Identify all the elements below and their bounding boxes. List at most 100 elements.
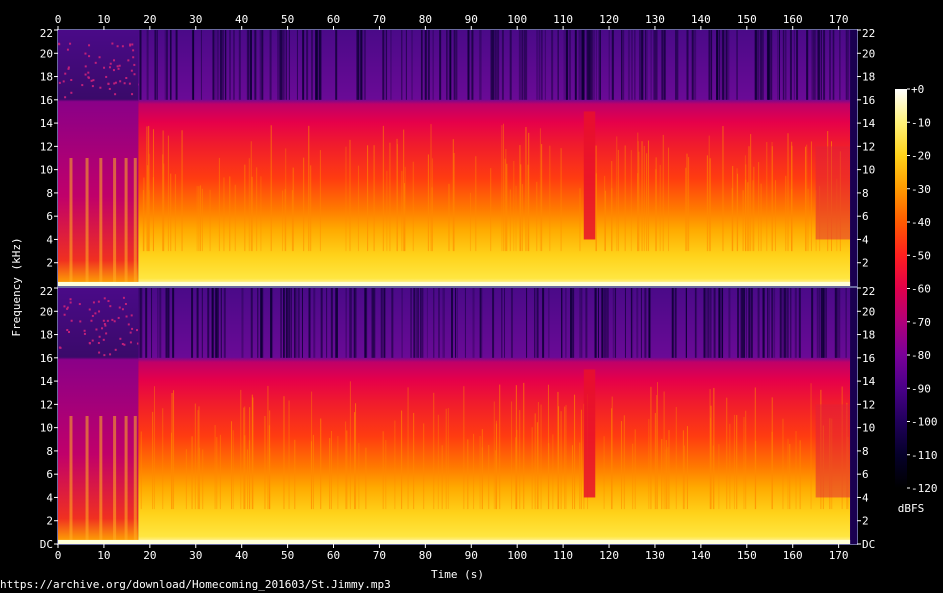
intro-fleck — [107, 82, 110, 85]
intro-fleck — [121, 308, 124, 311]
intro-fleck — [112, 69, 115, 72]
intro-fleck — [117, 316, 120, 319]
upper-streak — [364, 288, 366, 358]
mid-streak — [243, 407, 245, 510]
mid-streak — [198, 186, 200, 252]
y-tick-label: 10 — [40, 422, 53, 435]
mid-streak — [441, 445, 443, 510]
intro-fleck — [79, 320, 82, 323]
mid-streak — [445, 408, 447, 510]
mid-streak — [611, 161, 613, 252]
colorbar-tick-label: -20 — [911, 150, 931, 163]
dc-band — [58, 281, 851, 286]
mid-streak — [572, 445, 574, 510]
mid-streak — [288, 400, 290, 510]
mid-streak — [737, 173, 739, 252]
upper-streak — [140, 288, 143, 358]
mid-streak — [201, 188, 203, 252]
mid-streak — [199, 185, 201, 252]
x-tick-label: 40 — [235, 549, 248, 562]
intro-fleck — [136, 329, 139, 332]
mid-streak — [427, 154, 429, 252]
upper-streak — [578, 30, 581, 100]
mid-streak — [357, 165, 359, 252]
mid-streak — [736, 168, 738, 252]
upper-streak — [812, 30, 815, 100]
upper-streak — [371, 288, 374, 358]
intro-fleck — [130, 314, 133, 317]
x-tick-label: 0 — [55, 549, 62, 562]
mid-streak — [401, 410, 403, 510]
upper-streak — [405, 30, 407, 100]
intro-note — [85, 158, 89, 286]
upper-streak — [737, 288, 740, 358]
upper-streak — [283, 288, 285, 358]
end-silence — [850, 288, 857, 544]
mid-streak — [726, 397, 728, 510]
mid-streak — [807, 188, 809, 252]
y-tick-label: 4 — [862, 491, 869, 504]
mid-streak — [386, 170, 388, 252]
intro-fleck — [68, 331, 71, 334]
mid-streak — [787, 133, 789, 252]
upper-streak — [820, 30, 822, 100]
upper-streak — [783, 288, 786, 358]
upper-streak — [691, 30, 694, 100]
mid-streak — [345, 146, 347, 252]
upper-streak — [593, 30, 595, 100]
upper-streak — [315, 30, 318, 100]
mid-streak — [603, 436, 605, 510]
intro-fleck — [111, 318, 114, 321]
intro-fleck — [114, 93, 117, 96]
mid-streak — [413, 412, 415, 510]
intro-fleck — [127, 59, 130, 62]
y-tick-label: 12 — [862, 140, 875, 153]
mid-streak — [404, 183, 406, 252]
upper-streak — [585, 288, 588, 358]
mid-streak — [481, 429, 483, 510]
intro-fleck — [121, 45, 124, 48]
upper-streak — [279, 30, 281, 100]
upper-streak — [845, 30, 847, 100]
intro-fleck — [105, 75, 108, 78]
upper-streak — [685, 288, 687, 358]
mid-streak — [509, 189, 511, 252]
mid-streak — [504, 158, 506, 252]
upper-streak — [503, 288, 505, 358]
upper-streak — [443, 288, 445, 358]
upper-streak — [594, 288, 597, 358]
mid-streak — [452, 139, 454, 252]
mid-streak — [771, 431, 773, 510]
x-tick-label: 80 — [419, 549, 432, 562]
upper-streak — [201, 288, 203, 358]
upper-streak — [757, 30, 760, 100]
x-tick-label: 0 — [55, 13, 62, 26]
intro-fleck — [108, 87, 111, 90]
mid-streak — [231, 421, 233, 510]
mid-streak — [234, 184, 236, 252]
upper-streak — [257, 288, 259, 358]
upper-streak — [806, 30, 809, 100]
intro-fleck — [58, 43, 61, 46]
intro-fleck — [103, 323, 106, 326]
intro-fleck — [98, 351, 101, 354]
mid-streak — [240, 389, 242, 510]
intro-fleck — [84, 52, 87, 55]
mid-streak — [540, 404, 542, 510]
upper-streak — [472, 288, 475, 358]
mid-streak — [752, 180, 754, 252]
mid-streak — [283, 396, 285, 510]
upper-streak — [238, 30, 241, 100]
upper-streak — [634, 30, 636, 100]
intro-fleck — [103, 66, 106, 69]
intro-fleck — [133, 63, 136, 66]
upper-streak — [694, 288, 696, 358]
upper-streak — [599, 30, 601, 100]
intro-fleck — [78, 303, 81, 306]
mid-streak — [256, 167, 258, 252]
upper-streak — [767, 30, 770, 100]
upper-streak — [373, 288, 376, 358]
mid-streak — [565, 404, 567, 510]
mid-streak — [731, 188, 733, 252]
upper-streak — [159, 288, 162, 358]
